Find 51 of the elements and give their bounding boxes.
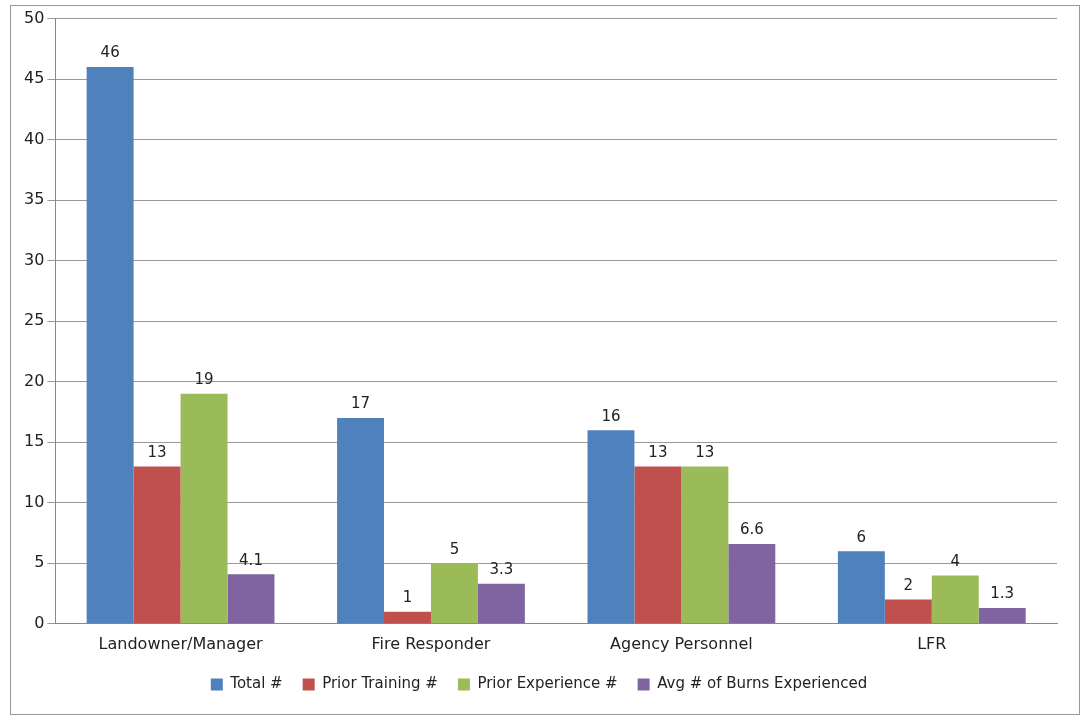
x-tick-label: Agency Personnel [610,633,753,653]
data-label: 6 [856,527,867,546]
bar [837,551,885,624]
data-label: 5 [449,539,460,558]
bar [384,611,431,624]
y-tick-label: 30 [24,249,45,269]
data-label: 17 [351,394,371,413]
data-label: 19 [194,370,214,389]
bar [337,418,385,624]
bar [133,466,181,624]
data-label: 2 [903,575,914,594]
bar [728,543,776,624]
data-label: 3.3 [489,560,514,579]
data-label: 1.3 [990,584,1015,603]
y-tick-label: 20 [24,370,45,390]
data-label: 13 [147,442,167,461]
y-tick-label: 5 [34,552,45,572]
bar [227,574,275,624]
y-tick-label: 40 [24,128,45,148]
x-tick-label: LFR [917,633,947,653]
bar [884,599,932,624]
bar [86,67,134,624]
bar [587,430,635,624]
data-label: 1 [402,588,413,607]
y-tick-label: 10 [24,491,45,511]
legend-label: Prior Experience # [477,674,618,693]
y-tick-label: 0 [34,612,45,632]
y-tick-label: 35 [24,189,45,209]
data-label: 13 [695,442,715,461]
data-label: 4 [950,551,961,570]
data-label: 4.1 [239,550,263,569]
y-tick-label: 45 [24,68,45,88]
bar [180,393,228,624]
bar [477,583,525,624]
y-tick-label: 25 [24,310,45,330]
bar [634,466,682,624]
data-label: 6.6 [739,520,764,539]
x-tick-label: Fire Responder [371,633,491,653]
bar [931,575,979,624]
bar [430,563,478,624]
data-label: 46 [100,43,120,62]
bar [978,608,1026,624]
bar [681,466,729,624]
legend-label: Prior Training # [322,674,438,693]
y-tick-label: 50 [24,7,45,27]
data-label: 16 [601,406,621,425]
x-tick-label: Landowner/Manager [98,633,263,653]
legend-label: Avg # of Burns Experienced [657,674,868,693]
data-label: 13 [648,442,668,461]
y-tick-label: 15 [24,431,45,451]
legend-label: Total # [229,674,283,693]
